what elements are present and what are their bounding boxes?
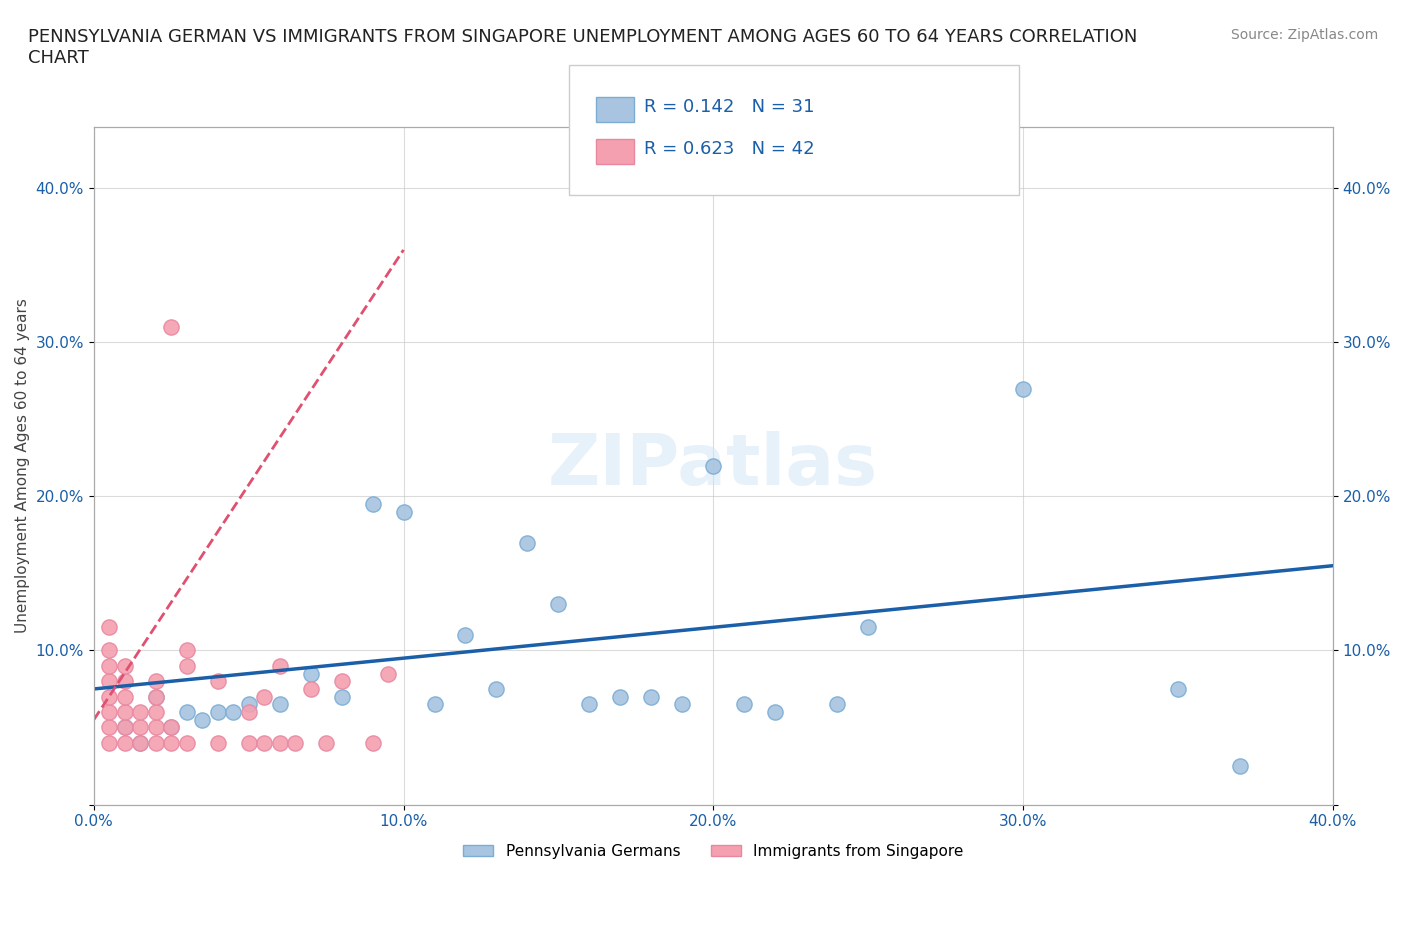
Point (160, 720, 183, 735)
Point (361, 736, 384, 751)
Point (269, 658, 291, 673)
Point (145, 736, 167, 751)
Point (114, 720, 136, 735)
Text: ZIPatlas: ZIPatlas (548, 432, 879, 500)
Point (176, 658, 198, 673)
Point (547, 597, 569, 612)
Point (609, 689, 631, 704)
Point (207, 705, 229, 720)
Point (207, 736, 229, 751)
Point (330, 689, 353, 704)
Legend: Pennsylvania Germans, Immigrants from Singapore: Pennsylvania Germans, Immigrants from Si… (457, 837, 970, 865)
Point (361, 497, 384, 512)
Point (640, 689, 662, 704)
Point (129, 736, 152, 751)
Point (284, 736, 307, 751)
Text: Source: ZipAtlas.com: Source: ZipAtlas.com (1230, 28, 1378, 42)
Point (1012, 381, 1035, 396)
Text: R = 0.623   N = 42: R = 0.623 N = 42 (644, 140, 814, 158)
Point (145, 705, 167, 720)
Point (98, 720, 121, 735)
Point (129, 736, 152, 751)
Point (377, 666, 399, 681)
Point (160, 320, 183, 335)
Point (98, 658, 121, 673)
Y-axis label: Unemployment Among Ages 60 to 64 years: Unemployment Among Ages 60 to 64 years (15, 299, 30, 633)
Point (98, 674, 121, 689)
Point (238, 736, 260, 751)
Point (207, 674, 229, 689)
Point (1167, 682, 1189, 697)
Point (129, 720, 152, 735)
Point (330, 674, 353, 689)
Point (114, 658, 136, 673)
Point (825, 697, 848, 711)
Point (98, 689, 121, 704)
Point (114, 705, 136, 720)
Point (299, 666, 322, 681)
Text: PENNSYLVANIA GERMAN VS IMMIGRANTS FROM SINGAPORE UNEMPLOYMENT AMONG AGES 60 TO 6: PENNSYLVANIA GERMAN VS IMMIGRANTS FROM S… (28, 28, 1137, 67)
Point (145, 674, 167, 689)
Point (423, 697, 446, 711)
Point (145, 689, 167, 704)
Text: R = 0.142   N = 31: R = 0.142 N = 31 (644, 98, 814, 116)
Point (129, 705, 152, 720)
Point (114, 674, 136, 689)
Point (454, 628, 477, 643)
Point (516, 535, 538, 550)
Point (763, 705, 786, 720)
Point (98, 643, 121, 658)
Point (98, 736, 121, 751)
Point (98, 620, 121, 635)
Point (145, 720, 167, 735)
Point (238, 705, 260, 720)
Point (485, 682, 508, 697)
Point (114, 736, 136, 751)
Point (856, 620, 879, 635)
Point (160, 736, 183, 751)
Point (392, 504, 415, 519)
Point (238, 697, 260, 711)
Point (299, 682, 322, 697)
Point (191, 712, 214, 727)
Point (269, 697, 291, 711)
Point (114, 689, 136, 704)
Point (253, 736, 276, 751)
Point (160, 720, 183, 735)
Point (98, 705, 121, 720)
Point (176, 705, 198, 720)
Point (702, 458, 724, 473)
Point (145, 689, 167, 704)
Point (315, 736, 337, 751)
Point (269, 736, 291, 751)
Point (1229, 759, 1251, 774)
Point (671, 697, 693, 711)
Point (176, 643, 198, 658)
Point (733, 697, 755, 711)
Point (222, 705, 245, 720)
Point (114, 720, 136, 735)
Point (253, 689, 276, 704)
Point (578, 697, 600, 711)
Point (176, 736, 198, 751)
